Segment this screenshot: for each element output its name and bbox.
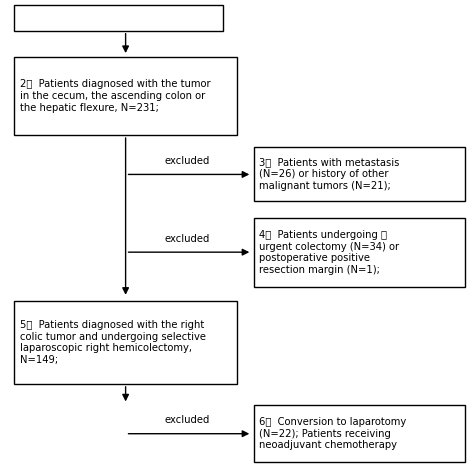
Text: 6、  Conversion to laparotomy
(N=22); Patients receiving
neoadjuvant chemotherapy: 6、 Conversion to laparotomy (N=22); Pati…: [259, 417, 407, 450]
Text: 3、  Patients with metastasis
(N=26) or history of other
malignant tumors (N=21);: 3、 Patients with metastasis (N=26) or hi…: [259, 157, 400, 191]
Bar: [14, 301, 237, 384]
Bar: [254, 218, 465, 287]
Bar: [14, 57, 237, 135]
Text: 4、  Patients undergoing 、
urgent colectomy (N=34) or
postoperative positive
rese: 4、 Patients undergoing 、 urgent colectom…: [259, 230, 400, 275]
Text: excluded: excluded: [164, 415, 210, 425]
Text: excluded: excluded: [164, 234, 210, 244]
Text: 2、  Patients diagnosed with the tumor
in the cecum, the ascending colon or
the h: 2、 Patients diagnosed with the tumor in …: [20, 79, 210, 113]
Bar: [254, 405, 465, 462]
Bar: [254, 147, 465, 201]
Bar: [14, 5, 223, 31]
Text: 5、  Patients diagnosed with the right
colic tumor and undergoing selective
lapar: 5、 Patients diagnosed with the right col…: [20, 320, 206, 365]
Text: excluded: excluded: [164, 156, 210, 166]
